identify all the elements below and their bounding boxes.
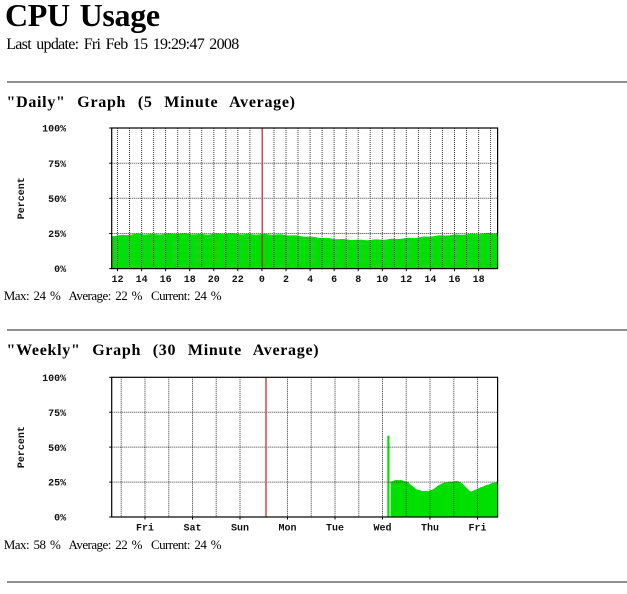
svg-text:Mon: Mon (278, 524, 296, 535)
svg-text:25%: 25% (48, 479, 66, 490)
svg-text:0: 0 (259, 275, 265, 286)
svg-text:18: 18 (184, 275, 196, 286)
svg-text:16: 16 (448, 275, 460, 286)
svg-text:20: 20 (208, 275, 220, 286)
svg-text:Fri: Fri (468, 523, 486, 535)
svg-text:100%: 100% (42, 374, 66, 385)
svg-text:0%: 0% (54, 514, 66, 525)
svg-text:Sun: Sun (231, 524, 249, 535)
svg-text:Percent: Percent (17, 177, 28, 219)
svg-text:2: 2 (283, 275, 289, 286)
svg-text:Wed: Wed (373, 523, 391, 535)
svg-text:100%: 100% (42, 125, 66, 136)
svg-text:8: 8 (355, 275, 361, 286)
svg-text:14: 14 (424, 275, 436, 286)
svg-text:12: 12 (111, 275, 123, 286)
svg-text:10: 10 (376, 275, 388, 286)
svg-text:0%: 0% (54, 265, 66, 276)
svg-text:50%: 50% (48, 444, 66, 455)
svg-text:22: 22 (232, 275, 244, 286)
svg-text:25%: 25% (48, 230, 66, 241)
svg-text:75%: 75% (48, 409, 66, 420)
svg-text:14: 14 (136, 275, 148, 286)
svg-text:75%: 75% (48, 160, 66, 171)
svg-text:16: 16 (160, 275, 172, 286)
svg-text:Fri: Fri (136, 523, 154, 535)
svg-text:6: 6 (331, 275, 337, 286)
svg-text:Thu: Thu (421, 523, 439, 535)
svg-text:Percent: Percent (17, 426, 28, 468)
svg-text:4: 4 (307, 275, 313, 286)
svg-text:18: 18 (473, 275, 485, 286)
svg-text:Tue: Tue (326, 524, 344, 535)
svg-text:12: 12 (400, 275, 412, 286)
svg-text:50%: 50% (48, 195, 66, 206)
svg-text:Sat: Sat (183, 524, 201, 535)
